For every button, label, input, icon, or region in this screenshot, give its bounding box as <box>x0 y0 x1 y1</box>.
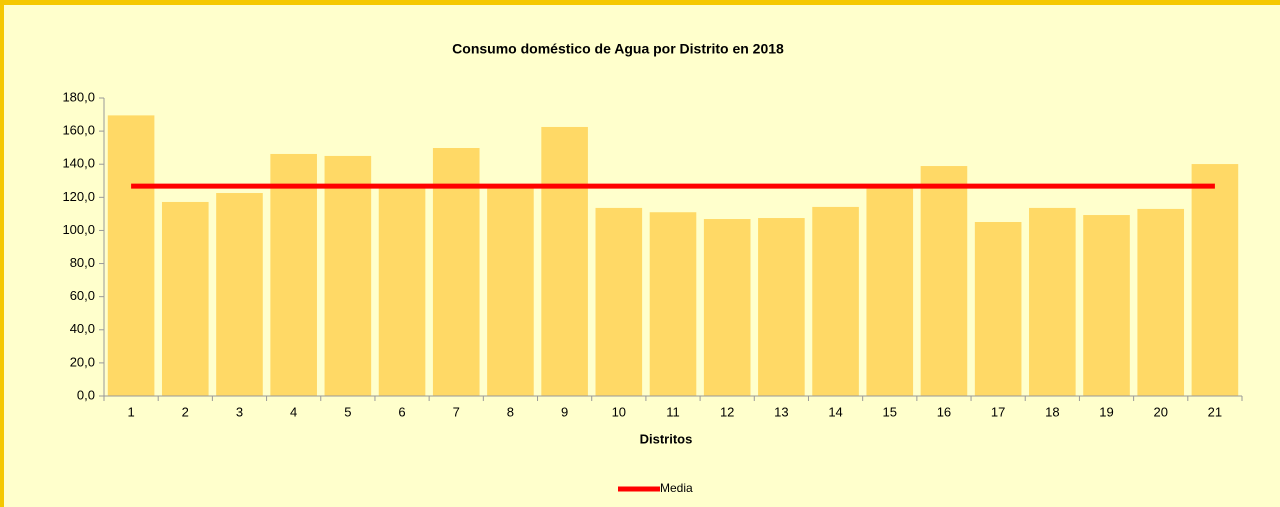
y-tick-label: 160,0 <box>62 123 95 138</box>
x-tick-label: 5 <box>344 404 351 419</box>
y-tick-label: 100,0 <box>62 222 95 237</box>
y-tick-label: 120,0 <box>62 189 95 204</box>
y-tick-label: 0,0 <box>77 387 95 402</box>
legend-label: Media <box>660 481 693 495</box>
x-tick-label: 12 <box>720 404 734 419</box>
bar <box>378 188 426 396</box>
chart-title: Consumo doméstico de Agua por Distrito e… <box>452 41 784 57</box>
x-tick-label: 19 <box>1099 404 1113 419</box>
x-tick-label: 7 <box>453 404 460 419</box>
y-tick-label: 180,0 <box>62 89 95 104</box>
bar <box>432 147 480 396</box>
bar <box>487 187 534 396</box>
bar <box>216 193 263 396</box>
y-tick-label: 40,0 <box>70 321 95 336</box>
y-tick-label: 80,0 <box>70 255 95 270</box>
bar <box>1083 215 1130 396</box>
bar <box>107 115 155 396</box>
bar <box>270 153 317 396</box>
x-tick-label: 8 <box>507 404 514 419</box>
x-tick-label: 2 <box>182 404 189 419</box>
bar <box>324 155 372 396</box>
x-tick-label: 11 <box>666 404 680 419</box>
bar <box>1137 208 1185 396</box>
bar <box>649 212 697 396</box>
bar <box>1191 164 1239 396</box>
x-tick-label: 14 <box>828 404 842 419</box>
bar <box>812 206 859 396</box>
bar <box>1029 207 1076 396</box>
bar <box>161 201 209 396</box>
x-tick-label: 9 <box>561 404 568 419</box>
x-tick-label: 13 <box>774 404 788 419</box>
y-tick-label: 140,0 <box>62 156 95 171</box>
x-tick-label: 16 <box>937 404 951 419</box>
x-tick-label: 6 <box>398 404 405 419</box>
y-tick-label: 60,0 <box>70 288 95 303</box>
x-tick-label: 1 <box>127 404 134 419</box>
y-tick-label: 20,0 <box>70 354 95 369</box>
bar <box>595 207 643 396</box>
x-tick-label: 4 <box>290 404 297 419</box>
x-tick-label: 20 <box>1153 404 1167 419</box>
x-axis-title: Distritos <box>640 431 693 446</box>
bar <box>974 222 1022 396</box>
x-tick-label: 10 <box>612 404 626 419</box>
x-tick-label: 18 <box>1045 404 1059 419</box>
x-tick-label: 3 <box>236 404 243 419</box>
x-tick-label: 21 <box>1208 404 1222 419</box>
bar <box>866 187 914 396</box>
bar <box>920 166 968 396</box>
x-tick-label: 17 <box>991 404 1005 419</box>
x-tick-label: 15 <box>883 404 897 419</box>
bar <box>758 218 805 396</box>
bar <box>541 126 588 396</box>
bar <box>703 219 751 396</box>
